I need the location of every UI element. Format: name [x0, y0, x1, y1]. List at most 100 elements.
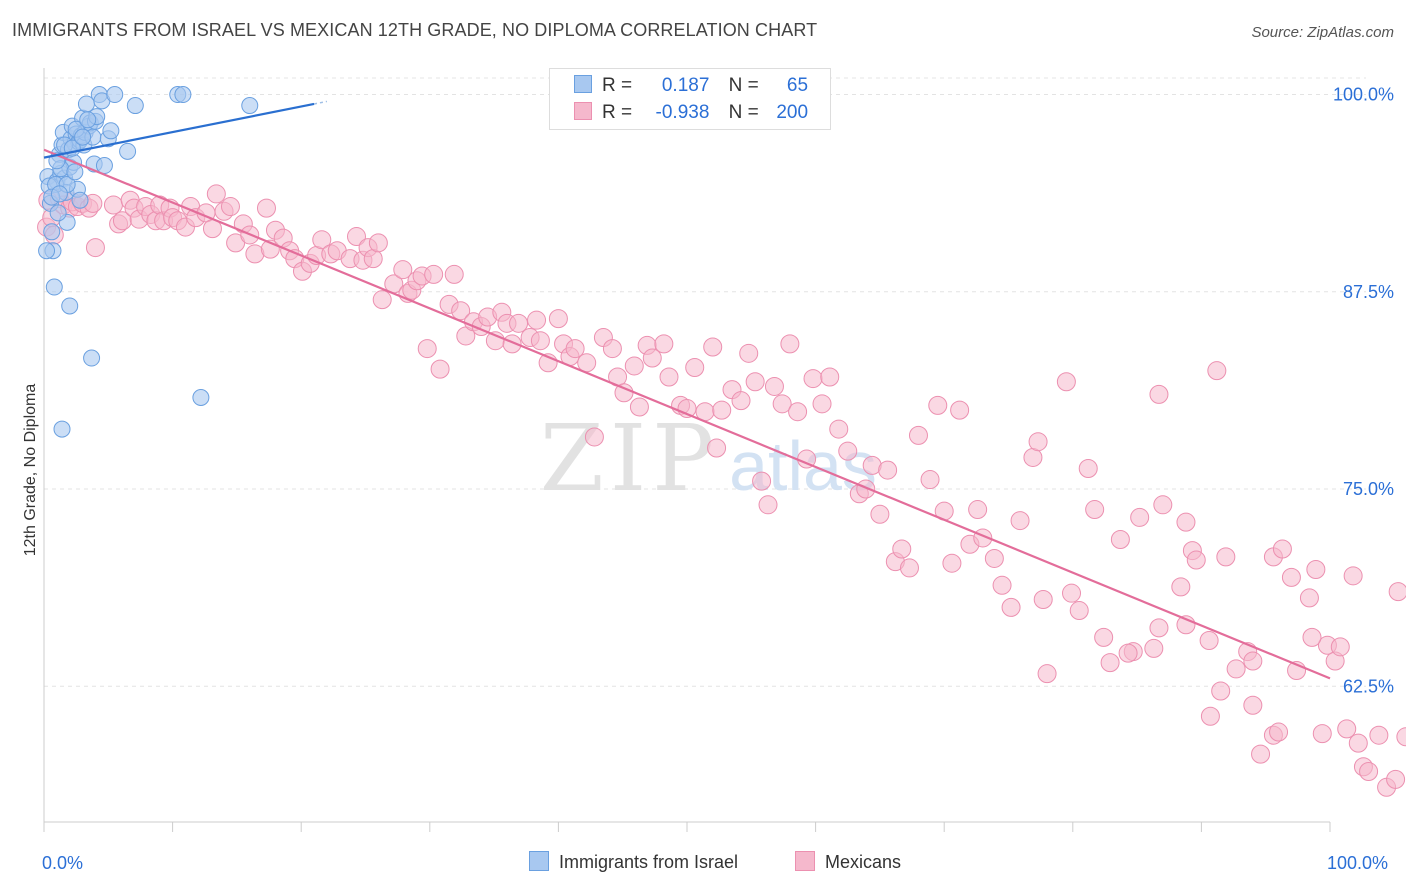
data-point-israel	[192, 389, 210, 407]
data-point-mexicans	[984, 548, 1004, 568]
data-point-mexicans	[1269, 722, 1289, 742]
data-point-mexicans	[256, 198, 276, 218]
data-point-mexicans	[1299, 588, 1319, 608]
data-point-mexicans	[548, 309, 568, 329]
data-point-mexicans	[1100, 653, 1120, 673]
watermark-zip: ZIP	[540, 405, 720, 512]
data-point-mexicans	[509, 313, 529, 333]
data-point-mexicans	[363, 249, 383, 269]
legend-swatch-israel	[529, 851, 549, 871]
x-tick-label-min: 0.0%	[42, 853, 84, 873]
stats-legend: R = 0.187 N = 65 R = -0.938 N = 200	[549, 68, 831, 130]
stats-row-israel: R = 0.187 N = 65	[574, 75, 808, 101]
chart-title: IMMIGRANTS FROM ISRAEL VS MEXICAN 12TH G…	[12, 20, 818, 40]
data-point-mexicans	[1302, 627, 1322, 647]
data-point-israel	[119, 142, 137, 160]
trend-line-mexicans	[43, 148, 1331, 680]
data-point-mexicans	[368, 233, 388, 253]
data-point-mexicans	[1272, 539, 1292, 559]
data-point-mexicans	[1207, 361, 1227, 381]
data-point-mexicans	[752, 471, 772, 491]
data-point-mexicans	[624, 356, 644, 376]
trend-lines	[43, 100, 1331, 680]
data-point-mexicans	[1110, 530, 1130, 550]
data-point-mexicans	[731, 391, 751, 411]
data-point-mexicans	[527, 310, 547, 330]
data-point-mexicans	[1149, 384, 1169, 404]
data-point-mexicans	[772, 394, 792, 414]
data-point-mexicans	[685, 358, 705, 378]
data-point-mexicans	[372, 290, 392, 310]
data-point-mexicans	[1001, 597, 1021, 617]
data-point-mexicans	[739, 343, 759, 363]
israel-swatch	[574, 75, 592, 93]
data-point-mexicans	[1396, 727, 1406, 747]
r-label: R =	[602, 75, 633, 96]
data-point-mexicans	[565, 339, 585, 359]
x-tick-label-max: 100.0%	[1327, 853, 1389, 873]
data-point-mexicans	[812, 394, 832, 414]
data-point-mexicans	[1023, 447, 1043, 467]
data-point-mexicans	[1062, 583, 1082, 603]
data-point-mexicans	[417, 339, 437, 359]
data-point-mexicans	[1337, 719, 1357, 739]
data-point-mexicans	[1343, 566, 1363, 586]
y-tick-labels: 62.5% 75.0% 87.5% 100.0%	[1333, 85, 1394, 697]
data-point-mexicans	[992, 575, 1012, 595]
data-point-mexicans	[1312, 724, 1332, 744]
data-point-mexicans	[803, 369, 823, 389]
data-point-mexicans	[444, 264, 464, 284]
n-value: 200	[776, 102, 809, 123]
data-point-israel	[126, 97, 144, 115]
data-point-mexicans	[1085, 500, 1105, 520]
data-point-mexicans	[950, 400, 970, 420]
data-point-mexicans	[393, 260, 413, 280]
y-tick-label: 100.0%	[1333, 85, 1394, 105]
legend-item-israel: Immigrants from Israel	[529, 851, 738, 873]
data-point-israel	[79, 111, 97, 129]
data-point-mexicans	[424, 264, 444, 284]
data-point-mexicans	[206, 184, 226, 204]
data-point-mexicans	[745, 372, 765, 392]
data-point-israel	[83, 349, 101, 367]
data-point-mexicans	[1200, 706, 1220, 726]
data-point-mexicans	[1348, 733, 1368, 753]
data-point-mexicans	[103, 195, 123, 215]
data-point-mexicans	[642, 348, 662, 368]
data-point-israel	[49, 204, 67, 222]
data-point-mexicans	[758, 495, 778, 515]
data-point-mexicans	[1130, 507, 1150, 527]
n-label: N =	[728, 102, 759, 123]
data-point-mexicans	[1176, 512, 1196, 532]
data-point-mexicans	[1144, 638, 1164, 658]
trend-line-israel-extension	[313, 100, 328, 105]
data-point-mexicans	[703, 337, 723, 357]
data-point-mexicans	[1033, 589, 1053, 609]
legend-label-israel: Immigrants from Israel	[559, 852, 739, 872]
data-point-mexicans	[712, 400, 732, 420]
y-tick-label: 75.0%	[1343, 479, 1394, 499]
data-point-mexicans	[1281, 567, 1301, 587]
data-point-mexicans	[1153, 495, 1173, 515]
data-point-mexicans	[870, 504, 890, 524]
data-point-mexicans	[820, 367, 840, 387]
data-point-mexicans	[602, 339, 622, 359]
israel-points	[38, 86, 259, 438]
n-value: 65	[786, 75, 809, 96]
data-point-mexicans	[1226, 659, 1246, 679]
mexicans-points	[37, 184, 1406, 797]
data-point-mexicans	[346, 227, 366, 247]
stats-row-mexicans: R = -0.938 N = 200	[574, 102, 808, 128]
watermark: ZIP atlas	[540, 405, 877, 512]
legend-label-mexicans: Mexicans	[825, 852, 902, 872]
data-point-mexicans	[908, 425, 928, 445]
legend-swatch-mexicans	[795, 851, 815, 871]
data-point-mexicans	[780, 334, 800, 354]
data-point-mexicans	[451, 301, 471, 321]
data-point-mexicans	[1330, 637, 1350, 657]
bottom-legend: Immigrants from Israel Mexicans	[0, 851, 1406, 877]
data-point-mexicans	[838, 441, 858, 461]
data-point-israel	[102, 122, 120, 140]
data-point-mexicans	[899, 558, 919, 578]
